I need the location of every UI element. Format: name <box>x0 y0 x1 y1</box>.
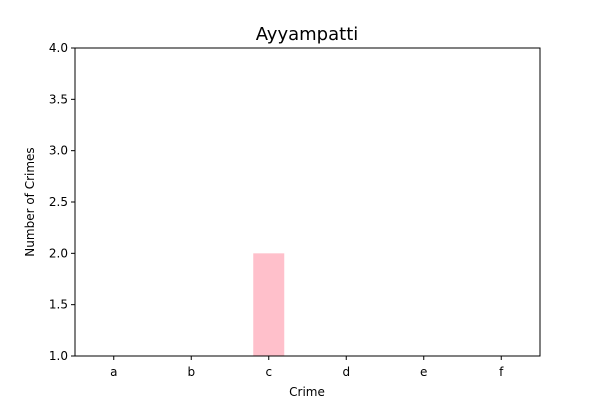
y-tick-label: 1.0 <box>49 349 68 363</box>
y-tick-label: 4.0 <box>49 41 68 55</box>
y-tick-label: 3.5 <box>49 92 68 106</box>
x-axis-ticks: a b c d e f <box>110 356 504 379</box>
x-tick-label: b <box>187 365 195 379</box>
y-axis-ticks: 1.0 1.5 2.0 2.5 3.0 3.5 4.0 <box>49 41 75 363</box>
x-tick-label: c <box>265 365 272 379</box>
x-tick-label: f <box>499 365 504 379</box>
chart-title: Ayyampatti <box>256 24 359 45</box>
bars-group <box>253 253 285 356</box>
plot-frame <box>74 47 541 357</box>
y-tick-label: 3.0 <box>49 144 68 158</box>
y-tick-label: 2.5 <box>49 195 68 209</box>
bar-c <box>253 253 285 356</box>
y-tick-label: 1.5 <box>49 298 68 312</box>
y-axis-label: Number of Crimes <box>23 147 37 256</box>
x-axis-label: Crime <box>289 385 325 399</box>
x-tick-label: e <box>420 365 427 379</box>
x-tick-label: d <box>342 365 350 379</box>
x-tick-label: a <box>110 365 117 379</box>
y-tick-label: 2.0 <box>49 246 68 260</box>
